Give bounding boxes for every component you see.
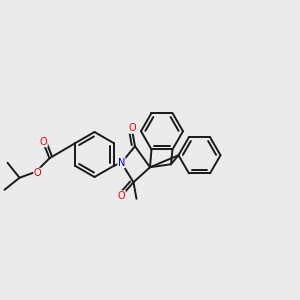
Text: O: O [40,137,47,147]
Text: O: O [118,191,125,201]
Text: O: O [128,123,136,133]
Text: N: N [118,158,125,168]
Text: O: O [34,168,41,178]
